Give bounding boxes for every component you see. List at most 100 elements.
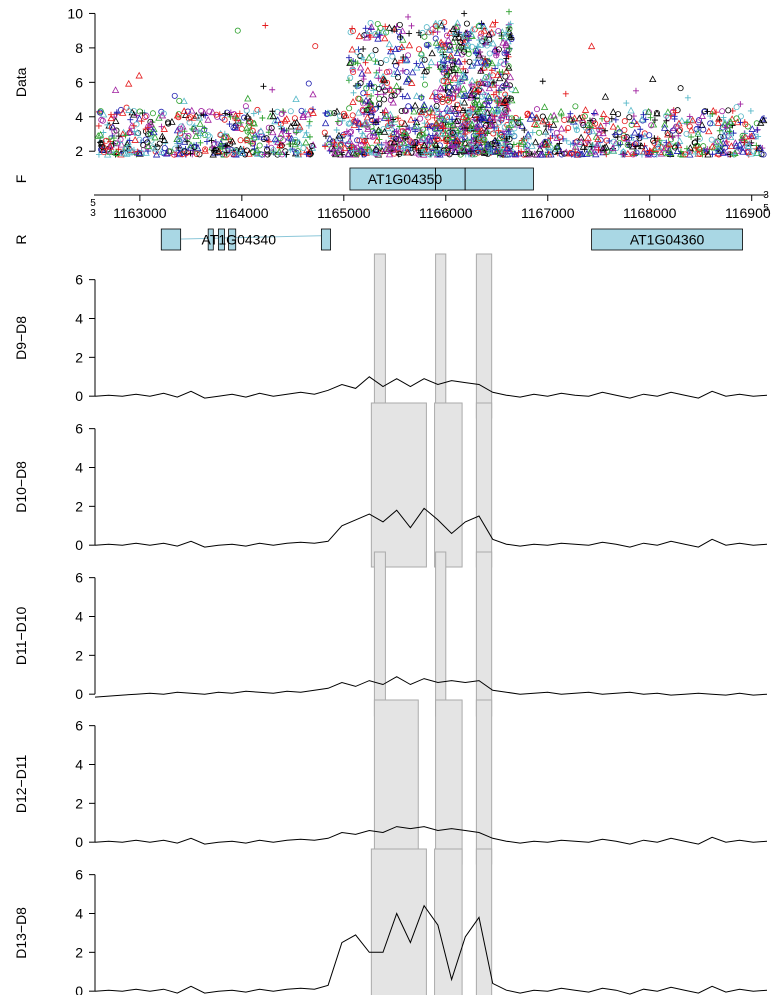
data-point (595, 129, 603, 137)
data-point (161, 145, 168, 152)
data-point (454, 121, 461, 128)
data-point (502, 128, 510, 135)
data-point (599, 146, 607, 154)
data-point (599, 110, 608, 117)
data-point (421, 148, 430, 155)
data-point (588, 143, 595, 150)
data-point (305, 122, 312, 129)
data-point (225, 148, 232, 155)
data-point (376, 67, 383, 74)
data-point (519, 137, 527, 145)
data-point (726, 128, 735, 136)
data-point (408, 68, 417, 76)
data-point (560, 135, 567, 142)
data-point (754, 127, 761, 134)
data-point (176, 137, 183, 144)
data-point (547, 135, 554, 142)
data-point (396, 144, 403, 151)
data-point (584, 134, 592, 141)
data-point (684, 94, 691, 101)
data-point (422, 132, 429, 139)
data-point (303, 129, 310, 136)
data-point (476, 107, 484, 115)
data-point (390, 138, 398, 146)
data-point (309, 106, 316, 113)
data-point (638, 115, 646, 123)
data-point (125, 79, 133, 87)
data-point (126, 129, 133, 136)
gene-exon (320, 228, 331, 251)
data-point (476, 36, 483, 43)
data-point (673, 123, 680, 130)
data-point (589, 142, 596, 149)
data-point (274, 116, 282, 123)
data-point (306, 133, 313, 140)
data-point (581, 113, 588, 120)
y-axis-title: D12−D11 (13, 754, 29, 813)
data-point (245, 131, 254, 139)
data-point (645, 148, 654, 156)
data-point (401, 132, 410, 140)
data-point (426, 149, 433, 156)
data-point (586, 128, 593, 135)
data-point (160, 136, 169, 143)
data-point (495, 127, 502, 134)
data-point (477, 66, 485, 74)
data-point (135, 149, 143, 156)
y-tick-label: 6 (75, 74, 83, 90)
data-point (346, 118, 354, 126)
data-point (453, 147, 460, 154)
data-point (495, 141, 502, 148)
data-point (206, 108, 213, 115)
data-point (640, 111, 647, 118)
data-point (135, 71, 143, 79)
data-point (508, 119, 515, 126)
data-point (421, 67, 429, 75)
data-point (335, 131, 343, 139)
data-point (597, 137, 604, 144)
data-point (217, 139, 225, 147)
data-point (449, 129, 456, 136)
data-point (263, 135, 270, 142)
data-point (173, 126, 182, 134)
data-point (295, 149, 302, 156)
data-point (449, 38, 457, 45)
data-point (476, 120, 484, 128)
data-point (322, 109, 329, 116)
data-point (518, 122, 526, 129)
data-point (243, 107, 250, 114)
gene-exon (228, 228, 237, 251)
gene-annotation-panel: F R 1163000 1164000 1165000 1166000 1167000 116… (13, 167, 771, 251)
data-point (426, 64, 433, 71)
y-tick-label: 4 (75, 109, 83, 125)
data-point (379, 72, 387, 80)
data-point (686, 113, 693, 120)
data-point (719, 149, 727, 156)
data-point (97, 139, 106, 147)
data-point (255, 108, 262, 115)
data-point (491, 136, 499, 144)
data-point (381, 96, 388, 103)
difference-series-line (94, 676, 768, 698)
data-point (404, 146, 411, 153)
data-point (395, 28, 402, 35)
data-point (557, 124, 566, 132)
data-point (395, 59, 402, 66)
data-point (698, 112, 706, 119)
data-point (382, 23, 389, 30)
data-point (651, 117, 658, 124)
strand-label-reverse: R (13, 234, 29, 244)
data-point (485, 84, 494, 92)
data-point (398, 108, 405, 115)
data-point (237, 137, 244, 144)
data-point (450, 106, 459, 114)
data-point (505, 116, 512, 123)
y-tick-label: 0 (75, 537, 83, 553)
data-point (684, 118, 691, 125)
data-point (673, 147, 682, 154)
data-point (468, 25, 476, 33)
data-point (420, 141, 428, 149)
data-point (539, 78, 546, 85)
data-point (531, 138, 540, 146)
